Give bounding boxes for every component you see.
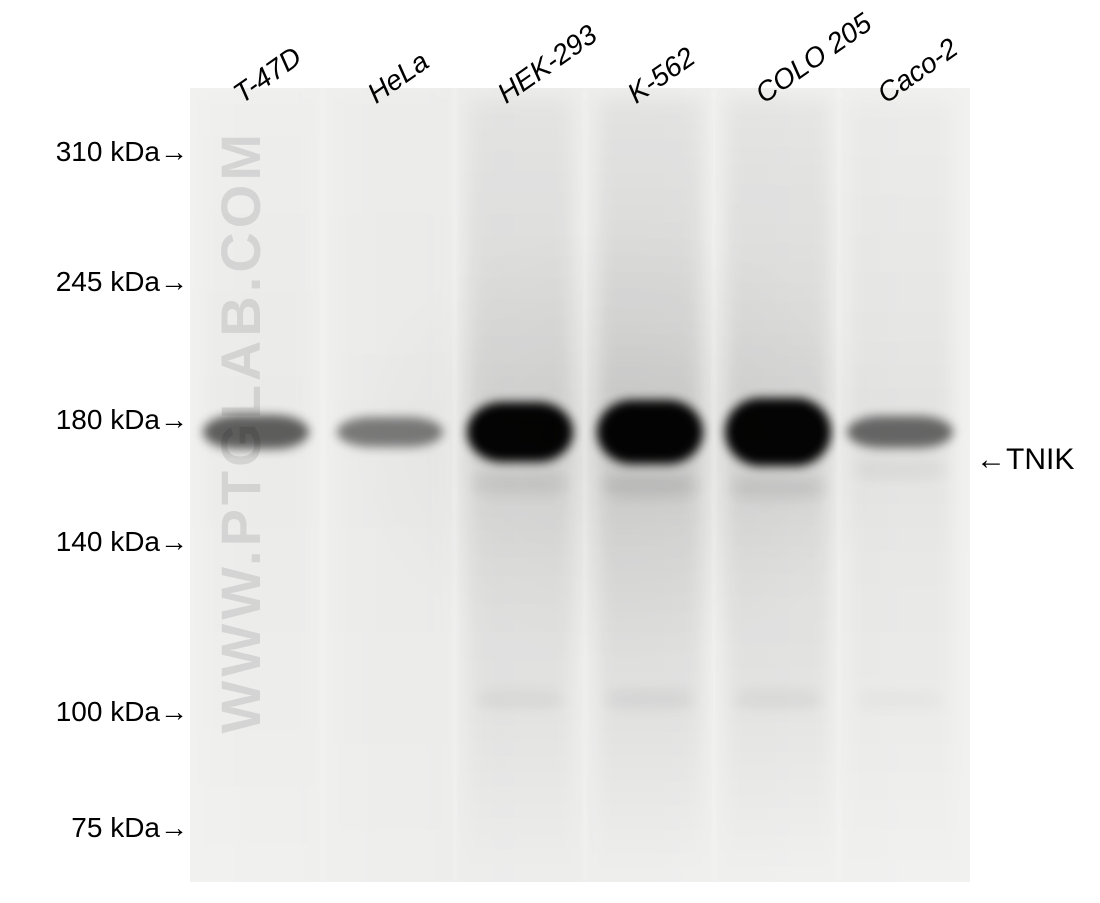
mw-marker: 245 kDa→ <box>56 266 188 298</box>
left-arrow-icon: ← <box>976 443 1006 476</box>
minor-band <box>475 690 565 708</box>
lane-divider <box>454 88 456 882</box>
mw-marker: 100 kDa→ <box>56 696 188 728</box>
mw-marker-label: 75 kDa <box>71 812 160 843</box>
mw-marker-label: 310 kDa <box>56 136 160 167</box>
protein-band <box>847 416 954 448</box>
mw-marker-label: 245 kDa <box>56 266 160 297</box>
lane-divider <box>322 88 324 882</box>
mw-marker: 75 kDa→ <box>71 812 188 844</box>
right-arrow-icon: → <box>160 136 188 168</box>
mw-marker-label: 100 kDa <box>56 696 160 727</box>
lane-smear <box>338 98 442 872</box>
target-name: TNIK <box>1006 443 1074 476</box>
mw-marker: 310 kDa→ <box>56 136 188 168</box>
protein-band <box>467 402 574 462</box>
minor-band <box>730 477 826 499</box>
right-arrow-icon: → <box>160 404 188 436</box>
lane-divider <box>584 88 586 882</box>
right-arrow-icon: → <box>160 696 188 728</box>
mw-marker-label: 180 kDa <box>56 404 160 435</box>
minor-band <box>602 475 698 497</box>
minor-band <box>605 690 695 708</box>
lane-divider <box>838 88 840 882</box>
minor-band <box>855 690 945 708</box>
mw-marker-label: 140 kDa <box>56 526 160 557</box>
blot-membrane-area <box>190 88 970 882</box>
protein-band <box>725 398 832 466</box>
lane-divider <box>713 88 715 882</box>
mw-marker: 140 kDa→ <box>56 526 188 558</box>
lane-smear <box>848 98 952 872</box>
minor-band <box>733 690 823 708</box>
lane-smear <box>204 98 308 872</box>
right-arrow-icon: → <box>160 812 188 844</box>
protein-band <box>597 400 704 464</box>
western-blot-figure: WWW.PTGLAB.COM ←TNIK T-47DHeLaHEK-293K-5… <box>0 0 1100 903</box>
right-arrow-icon: → <box>160 526 188 558</box>
target-protein-label: ←TNIK <box>976 443 1074 477</box>
protein-band <box>203 415 310 449</box>
right-arrow-icon: → <box>160 266 188 298</box>
mw-marker: 180 kDa→ <box>56 404 188 436</box>
protein-band <box>337 417 444 447</box>
minor-band <box>852 458 948 480</box>
minor-band <box>472 473 568 495</box>
